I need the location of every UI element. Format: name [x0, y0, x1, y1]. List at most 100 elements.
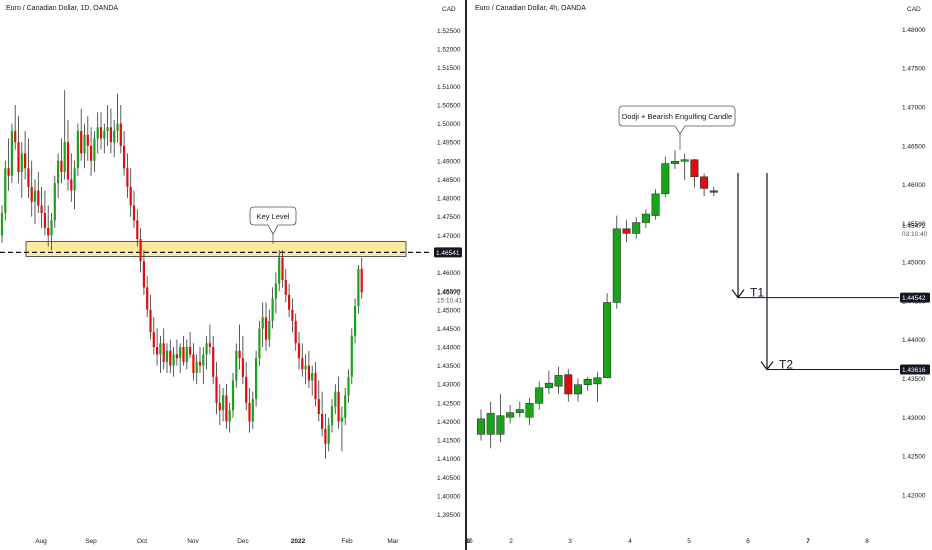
candle-body[interactable] [146, 287, 149, 310]
candle-body[interactable] [651, 193, 660, 216]
candle-body[interactable] [149, 309, 152, 333]
candle-body[interactable] [314, 373, 317, 400]
candle-body[interactable] [661, 163, 670, 195]
candle-body[interactable] [198, 361, 202, 366]
candle-body[interactable] [192, 354, 195, 374]
candle-body[interactable] [506, 412, 515, 418]
candle-body[interactable] [641, 213, 650, 223]
candle-body[interactable] [96, 127, 99, 139]
candle-body[interactable] [189, 346, 192, 355]
candle-body[interactable] [307, 365, 310, 381]
candle-body[interactable] [525, 403, 534, 418]
candle-body[interactable] [119, 123, 122, 146]
candle-body[interactable] [14, 131, 17, 143]
candle-body[interactable] [222, 395, 225, 411]
candle-body[interactable] [53, 183, 56, 221]
candle-body[interactable] [43, 212, 46, 228]
h4-chart-svg[interactable]: 1.48000 1.47500 1.47000 1.46500 1.46000 1.455… [465, 0, 932, 550]
candle-body[interactable] [258, 328, 261, 359]
candle-body[interactable] [574, 384, 582, 395]
candle-body[interactable] [271, 298, 274, 321]
candle-body[interactable] [159, 343, 162, 355]
candle-body[interactable] [671, 161, 679, 164]
candle-body[interactable] [60, 160, 63, 172]
candle-body[interactable] [0, 212, 4, 236]
candle-body[interactable] [354, 306, 357, 336]
candle-body[interactable] [330, 406, 334, 426]
candle-body[interactable] [255, 358, 258, 400]
candle-body[interactable] [33, 190, 37, 202]
candle-body[interactable] [278, 257, 281, 284]
candle-body[interactable] [340, 417, 343, 422]
candle-body[interactable] [544, 382, 553, 389]
candle-body[interactable] [321, 414, 324, 429]
candle-body[interactable] [350, 335, 353, 377]
candle-body[interactable] [593, 377, 602, 385]
candle-body[interactable] [347, 376, 350, 396]
candle-body[interactable] [632, 222, 641, 234]
candle-body[interactable] [496, 415, 505, 435]
candle-body[interactable] [142, 261, 145, 288]
candle-body[interactable] [37, 190, 40, 206]
candle-body[interactable] [165, 350, 169, 362]
candle-body[interactable] [690, 159, 699, 178]
candle-body[interactable] [86, 134, 89, 146]
candle-body[interactable] [327, 425, 330, 444]
candle-body[interactable] [172, 354, 175, 366]
candle-body[interactable] [515, 409, 524, 413]
candle-body[interactable] [215, 376, 218, 403]
candle-body[interactable] [83, 134, 86, 154]
candle-body[interactable] [281, 257, 284, 280]
candle-body[interactable] [297, 343, 301, 359]
daily-chart-panel[interactable]: Euro / Canadian Dollar, 1D, OANDA 1.5250… [0, 0, 463, 550]
candle-body[interactable] [284, 279, 287, 295]
candle-body[interactable] [241, 358, 244, 377]
candle-body[interactable] [235, 350, 238, 381]
candle-body[interactable] [10, 131, 13, 176]
candle-body[interactable] [179, 346, 182, 359]
candle-body[interactable] [208, 343, 211, 347]
candle-body[interactable] [554, 375, 563, 387]
candle-body[interactable] [66, 142, 70, 180]
candle-body[interactable] [700, 176, 709, 189]
candle-body[interactable] [90, 145, 93, 161]
candle-body[interactable] [311, 373, 314, 381]
candle-body[interactable] [40, 205, 43, 213]
candle-body[interactable] [603, 302, 612, 378]
candle-body[interactable] [7, 168, 10, 176]
candle-body[interactable] [57, 160, 60, 184]
candle-body[interactable] [175, 354, 178, 359]
candle-body[interactable] [301, 358, 304, 370]
candle-body[interactable] [225, 395, 228, 422]
candle-body[interactable] [99, 127, 103, 139]
candle-body[interactable] [20, 153, 23, 172]
candle-body[interactable] [63, 142, 66, 172]
candle-body[interactable] [288, 294, 291, 310]
candle-body[interactable] [76, 131, 79, 169]
candle-body[interactable] [185, 346, 188, 362]
candle-body[interactable] [17, 142, 20, 172]
candle-body[interactable] [612, 228, 621, 303]
candle-body[interactable] [238, 350, 241, 359]
candle-body[interactable] [24, 153, 27, 169]
candle-body[interactable] [129, 186, 132, 206]
candle-body[interactable] [27, 168, 30, 187]
candle-body[interactable] [680, 159, 689, 162]
candle-body[interactable] [317, 399, 320, 415]
candle-body[interactable] [264, 317, 268, 340]
candle-body[interactable] [93, 138, 96, 161]
candle-body[interactable] [103, 131, 106, 139]
candle-body[interactable] [360, 268, 363, 293]
candle-body[interactable] [583, 379, 592, 385]
candle-body[interactable] [113, 131, 116, 143]
candle-body[interactable] [622, 228, 631, 234]
h4-chart-panel[interactable]: Euro / Canadian Dollar, 4h, OANDA 1.4800… [465, 0, 932, 550]
candle-body[interactable] [109, 127, 112, 143]
candle-body[interactable] [47, 227, 50, 236]
candle-body[interactable] [212, 346, 215, 377]
candle-body[interactable] [228, 410, 231, 422]
candle-body[interactable] [709, 190, 718, 193]
candle-body[interactable] [80, 131, 83, 154]
daily-chart-svg[interactable]: 1.52500 1.52000 1.51500 1.51000 1.50500 1.500… [0, 0, 463, 550]
candle-body[interactable] [139, 239, 142, 262]
